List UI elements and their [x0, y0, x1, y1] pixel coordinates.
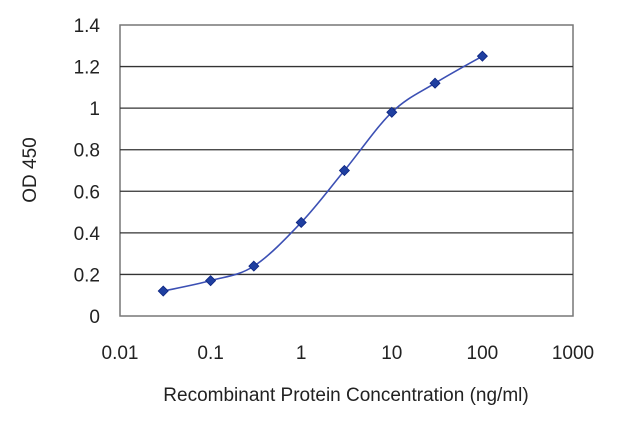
y-tick-label: 0.8 — [74, 141, 100, 162]
data-point-marker — [205, 275, 217, 287]
x-tick-label: 100 — [467, 343, 499, 364]
y-tick-label: 0.4 — [74, 224, 101, 245]
data-point-marker — [386, 106, 398, 118]
x-axis-title: Recombinant Protein Concentration (ng/ml… — [163, 385, 528, 406]
series-layer — [157, 50, 488, 297]
y-tick-label: 1.2 — [74, 58, 100, 79]
y-axis-tick-labels: 0 0.2 0.4 0.6 0.8 1 1.2 1.4 — [74, 16, 101, 328]
y-tick-label: 0.6 — [74, 182, 100, 203]
data-point-marker — [338, 164, 350, 177]
y-axis-title: OD 450 — [20, 137, 41, 202]
x-tick-label: 10 — [381, 343, 402, 364]
x-tick-label: 1000 — [552, 343, 594, 364]
y-tick-label: 1.4 — [74, 16, 101, 37]
data-point-marker — [429, 77, 441, 89]
data-point-marker — [476, 50, 488, 62]
data-point-marker — [157, 285, 169, 297]
x-tick-label: 1 — [296, 343, 307, 364]
data-point-marker — [248, 260, 260, 272]
data-point-marker — [295, 216, 307, 229]
x-axis-tick-labels: 0.01 0.1 1 10 100 1000 — [102, 343, 595, 364]
y-tick-label: 0.2 — [74, 265, 100, 286]
y-tick-label: 0 — [89, 307, 100, 328]
gridlines — [120, 65, 573, 276]
series-line — [163, 55, 483, 292]
x-tick-label: 0.1 — [197, 343, 223, 364]
y-tick-label: 1 — [89, 99, 100, 120]
x-tick-label: 0.01 — [102, 343, 139, 364]
